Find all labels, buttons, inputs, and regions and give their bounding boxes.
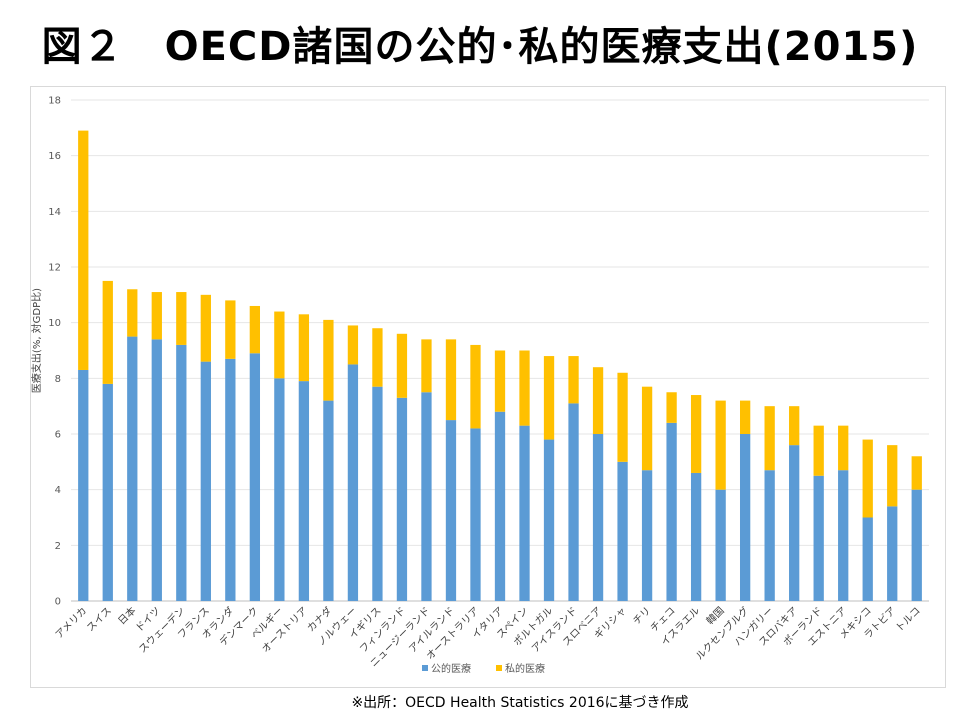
bar-public xyxy=(617,461,628,601)
bar-private xyxy=(592,367,604,434)
bar-public xyxy=(911,489,922,601)
bar-private xyxy=(739,400,751,434)
bar-private xyxy=(102,280,113,384)
bar-public xyxy=(78,369,89,601)
bar-public xyxy=(862,517,873,601)
bar-public xyxy=(176,344,187,601)
bar-public xyxy=(200,361,211,601)
bar-public xyxy=(764,470,775,601)
bar-public xyxy=(715,489,726,601)
bar-public xyxy=(127,336,138,601)
bar-private xyxy=(690,395,702,473)
y-axis-label: 医療支出(%, 対GDP比) xyxy=(31,288,43,393)
bar-private xyxy=(568,356,579,404)
bar-private xyxy=(862,439,873,518)
bar-private xyxy=(200,294,211,362)
bar-private xyxy=(813,425,824,476)
legend-swatch xyxy=(422,665,428,671)
y-tick-label: 14 xyxy=(48,207,61,218)
bar-public xyxy=(470,428,481,601)
x-tick-label: アメリカ xyxy=(53,605,89,641)
y-tick-label: 10 xyxy=(48,318,61,329)
bar-private xyxy=(151,292,162,340)
bar-private xyxy=(519,350,530,426)
bar-private xyxy=(543,356,555,440)
y-tick-label: 4 xyxy=(55,485,61,496)
bar-private xyxy=(347,325,359,365)
y-tick-label: 16 xyxy=(48,151,61,162)
bar-private xyxy=(176,292,187,345)
bar-public xyxy=(421,392,432,601)
slide-title: 図２ OECD諸国の公的･私的医療支出(2015) xyxy=(41,24,919,70)
bar-private xyxy=(421,339,432,393)
bar-public xyxy=(494,411,506,601)
bar-private xyxy=(789,406,800,446)
bar-public xyxy=(323,400,334,601)
bar-private xyxy=(617,372,628,462)
bar-private xyxy=(78,130,89,370)
bar-public xyxy=(690,472,702,601)
y-tick-label: 8 xyxy=(55,374,61,385)
bar-public xyxy=(519,425,530,601)
bar-public xyxy=(739,434,751,601)
bar-private xyxy=(641,386,653,471)
legend-swatch xyxy=(496,665,502,671)
bar-private xyxy=(396,333,408,398)
bar-public xyxy=(225,358,236,601)
y-tick-label: 6 xyxy=(55,430,61,441)
x-tick-label: チリ xyxy=(631,605,654,628)
bar-private xyxy=(127,289,138,337)
bar-public xyxy=(445,420,457,601)
bar-public xyxy=(543,439,555,601)
chart-area: 0 2 4 6 8 10 12 14 16 18 医療支出(%, 対GDP比) アメリカ スイス 日本 ドイ… xyxy=(30,86,946,688)
x-tick-label: スイス xyxy=(85,605,114,634)
bar-public xyxy=(347,364,359,601)
bar-private xyxy=(494,350,506,412)
y-tick-label: 12 xyxy=(48,263,61,274)
x-tick-label: トルコ xyxy=(894,605,923,634)
bar-private xyxy=(323,319,334,401)
bar-public xyxy=(641,470,653,601)
bar-public xyxy=(887,506,898,601)
bar-private xyxy=(225,300,236,359)
bar-public xyxy=(789,445,800,601)
bar-public xyxy=(592,434,604,601)
bar-private xyxy=(715,400,726,490)
x-tick-label: 日本 xyxy=(115,604,138,627)
bar-private xyxy=(470,344,481,429)
y-tick-label: 18 xyxy=(48,96,61,107)
y-tick-label: 2 xyxy=(55,541,61,552)
bar-public xyxy=(838,470,849,601)
bar-public xyxy=(372,386,383,601)
bar-public xyxy=(249,353,261,601)
bar-private xyxy=(298,314,310,382)
source-note: ※出所：OECD Health Statistics 2016に基づき作成 xyxy=(351,695,689,711)
bar-private xyxy=(838,425,849,471)
bar-public xyxy=(298,381,310,601)
bar-public xyxy=(568,403,579,601)
x-tick-label: 韓国 xyxy=(704,605,727,628)
bar-public xyxy=(666,422,677,601)
bar-public xyxy=(102,383,113,601)
bar-private xyxy=(764,406,775,471)
legend-label: 公的医療 xyxy=(431,662,471,675)
bar-private xyxy=(372,328,383,387)
bar-private xyxy=(887,445,898,507)
bar-private xyxy=(249,305,261,354)
bar-public xyxy=(813,475,824,601)
bar-private xyxy=(445,339,457,421)
bar-public xyxy=(396,397,408,601)
bar-public xyxy=(274,378,285,601)
y-tick-label: 0 xyxy=(55,597,61,608)
bar-private xyxy=(274,311,285,379)
bar-private xyxy=(911,456,922,490)
legend-label: 私的医療 xyxy=(505,662,545,675)
bar-public xyxy=(151,339,162,601)
bar-private xyxy=(666,392,677,423)
